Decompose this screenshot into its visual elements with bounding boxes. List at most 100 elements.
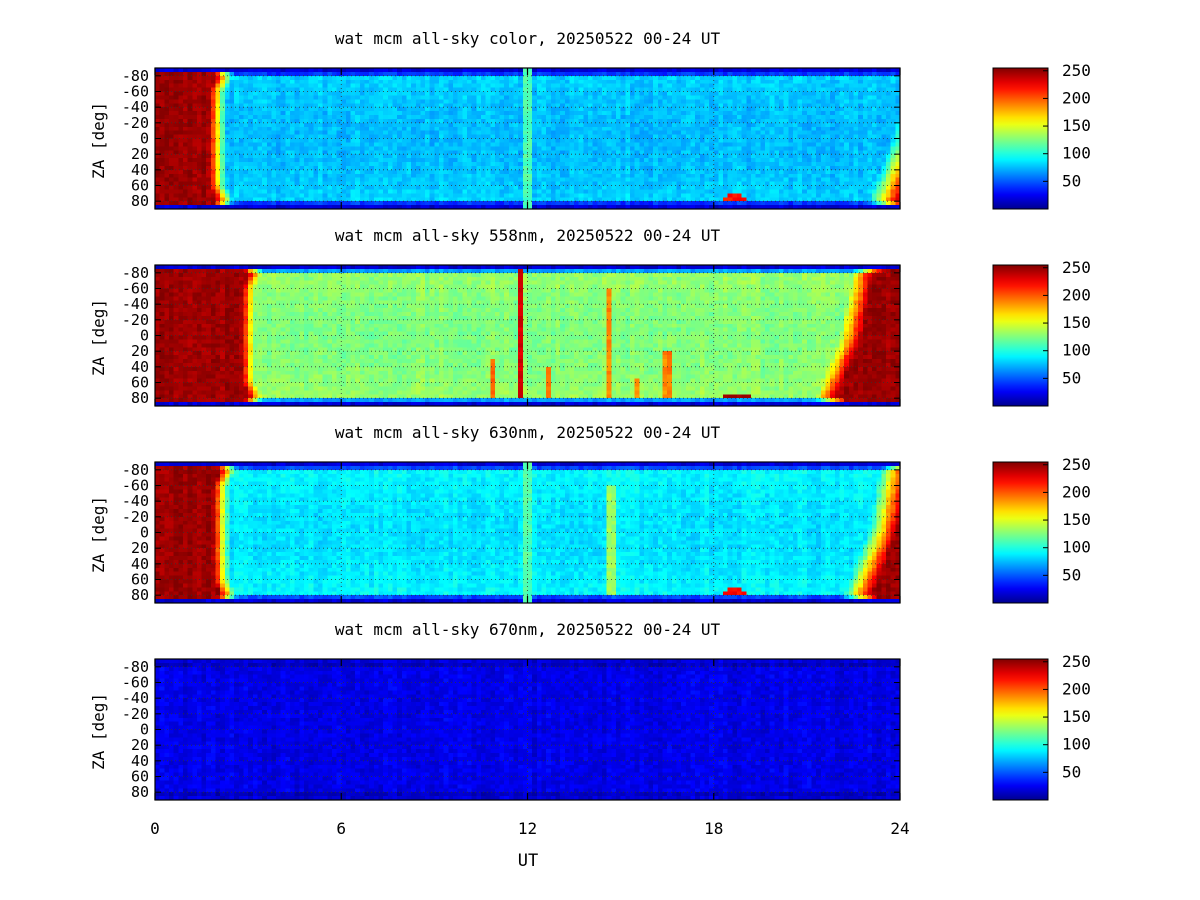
heatmap-cell <box>397 173 403 179</box>
heatmap-cell <box>778 173 785 179</box>
heatmap-cell <box>224 169 231 175</box>
heatmap-cell <box>234 99 240 104</box>
heatmap-cell <box>550 146 557 151</box>
heatmap-cell <box>783 181 789 187</box>
heatmap-cell <box>667 193 673 198</box>
heatmap-cell <box>490 158 496 163</box>
heatmap-cell <box>317 75 324 81</box>
heatmap-cell <box>229 107 235 112</box>
heatmap-cell <box>397 134 403 140</box>
heatmap-cell <box>364 165 370 171</box>
heatmap-cell <box>713 130 720 136</box>
heatmap-cell <box>555 154 561 159</box>
heatmap-cell <box>620 111 626 116</box>
heatmap-cell <box>168 181 175 187</box>
heatmap-cell <box>639 115 645 120</box>
heatmap-cell <box>615 68 622 73</box>
heatmap-cell <box>462 154 468 159</box>
heatmap-cell <box>639 126 645 132</box>
heatmap-cell <box>629 154 636 159</box>
heatmap-cell <box>187 158 193 163</box>
heatmap-cell <box>378 130 384 136</box>
heatmap-cell <box>536 150 543 155</box>
heatmap-cell <box>317 91 324 97</box>
heatmap-cell <box>443 126 449 132</box>
heatmap-cell <box>234 83 240 89</box>
heatmap-cell <box>336 193 342 198</box>
heatmap-cell <box>304 158 310 163</box>
heatmap-cell <box>271 103 277 108</box>
heatmap-cell <box>299 142 305 147</box>
heatmap-cell <box>387 107 394 112</box>
heatmap-cell <box>210 134 217 140</box>
heatmap-cell <box>271 173 277 179</box>
heatmap-cell <box>490 205 496 210</box>
heatmap-cell <box>420 75 426 81</box>
heatmap-cell <box>480 79 487 85</box>
heatmap-cell <box>522 103 529 108</box>
heatmap-cell <box>397 91 403 97</box>
heatmap-cell <box>592 68 598 73</box>
heatmap-cell <box>667 150 673 155</box>
heatmap-cell <box>480 87 487 93</box>
heatmap-cell <box>299 146 305 151</box>
heatmap-cell <box>364 193 370 198</box>
heatmap-cell <box>317 185 324 191</box>
heatmap-cell <box>336 138 342 144</box>
heatmap-cell <box>792 146 799 151</box>
heatmap-cell <box>629 99 636 104</box>
heatmap-cell <box>485 150 491 155</box>
heatmap-cell <box>425 177 431 183</box>
heatmap-cell <box>690 95 696 100</box>
heatmap-cell <box>238 201 245 206</box>
heatmap-cell <box>778 146 785 151</box>
heatmap-cell <box>448 75 454 81</box>
heatmap-cell <box>234 173 240 179</box>
heatmap-cell <box>746 134 752 140</box>
heatmap-cell <box>411 68 417 73</box>
heatmap-cell <box>201 134 207 140</box>
heatmap-cell <box>737 71 743 77</box>
heatmap-cell <box>457 103 463 108</box>
heatmap-cell <box>797 103 803 108</box>
heatmap-cell <box>317 111 324 116</box>
heatmap-cell <box>597 71 603 77</box>
heatmap-cell <box>792 193 799 198</box>
heatmap-cell <box>578 173 584 179</box>
heatmap-cell <box>290 185 296 191</box>
heatmap-cell <box>774 169 780 175</box>
heatmap-cell <box>578 197 584 202</box>
heatmap-cell <box>313 71 319 77</box>
heatmap-cell <box>732 173 738 179</box>
heatmap-cell <box>513 189 519 194</box>
heatmap-cell <box>774 162 780 167</box>
heatmap-cell <box>681 75 687 81</box>
heatmap-cell <box>262 150 268 155</box>
heatmap-cell <box>760 169 766 175</box>
heatmap-cell <box>792 177 799 183</box>
heatmap-cell <box>341 158 347 163</box>
heatmap-cell <box>257 185 263 191</box>
heatmap-cell <box>476 111 482 116</box>
heatmap-cell <box>234 115 240 120</box>
heatmap-cell <box>764 193 771 198</box>
heatmap-cell <box>364 91 370 97</box>
heatmap-cell <box>378 162 384 167</box>
heatmap-cell <box>159 126 165 132</box>
heatmap-cell <box>224 95 231 100</box>
heatmap-cell <box>415 115 422 120</box>
heatmap-cell <box>201 95 207 100</box>
heatmap-cell <box>215 71 221 77</box>
heatmap-cell <box>597 162 603 167</box>
heatmap-cell <box>550 118 557 124</box>
heatmap-cell <box>173 189 179 194</box>
heatmap-cell <box>606 122 612 128</box>
heatmap-cell <box>569 79 575 85</box>
heatmap-cell <box>620 79 626 85</box>
heatmap-cell <box>667 111 673 116</box>
heatmap-cell <box>168 122 175 128</box>
heatmap-cell <box>490 165 496 171</box>
heatmap-cell <box>727 193 733 198</box>
heatmap-cell <box>313 130 319 136</box>
heatmap-cell <box>266 173 273 179</box>
